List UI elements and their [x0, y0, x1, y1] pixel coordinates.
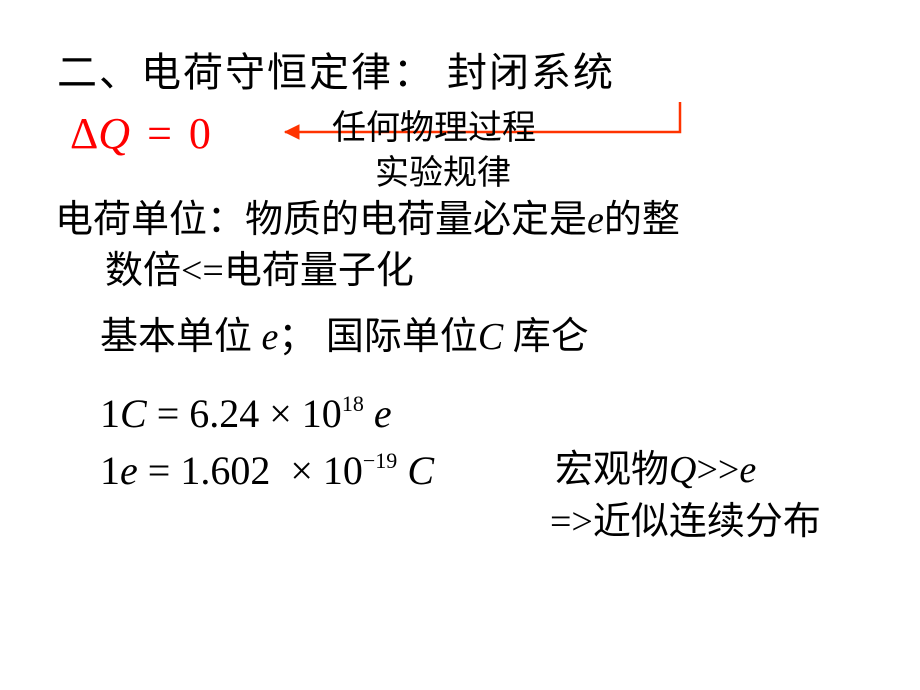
- macro-text-line2: =>近似连续分布: [550, 490, 821, 545]
- conversion-equations: 1C = 6.24 × 1018 e 1e = 1.602 × 10−19 C: [100, 380, 434, 494]
- symbol-Q: Q: [669, 449, 696, 491]
- paragraph-charge-unit: 电荷单位：物质的电荷量必定是e的整 数倍<=电荷量子化: [55, 195, 845, 298]
- slide: 二、电荷守恒定律： 封闭系统 ΔQ = 0 任何物理过程 实验规律 电荷单位：物…: [0, 0, 920, 690]
- arrow-label-top: 任何物理过程: [332, 100, 536, 149]
- paragraph-base-unit: 基本单位 e； 国际单位C 库仑: [100, 305, 589, 360]
- symbol-e: e: [739, 449, 756, 491]
- text-suffix: 库仑: [503, 316, 589, 358]
- equation-row: ΔQ = 0 任何物理过程 实验规律: [70, 100, 870, 180]
- symbol-e: e: [262, 316, 279, 358]
- text-prefix: 基本单位: [100, 316, 262, 358]
- section-heading: 二、电荷守恒定律： 封闭系统: [57, 40, 615, 98]
- symbol-C: C: [478, 316, 503, 358]
- macro-text-line1: 宏观物Q>>e: [555, 438, 756, 493]
- symbol-e: e: [587, 199, 604, 241]
- text-segment: 的整: [604, 199, 680, 241]
- text-sep: ； 国际单位: [278, 316, 478, 358]
- equation-coulomb-to-e: 1C = 6.24 × 1018 e: [100, 390, 434, 437]
- arrow-label-bottom: 实验规律: [375, 145, 511, 194]
- text-line2: 数倍<=电荷量子化: [105, 246, 845, 297]
- equation-delta-q: ΔQ = 0: [70, 108, 211, 159]
- equation-e-to-coulomb: 1e = 1.602 × 10−19 C: [100, 447, 434, 494]
- text-segment: 电荷单位：物质的电荷量必定是: [55, 199, 587, 241]
